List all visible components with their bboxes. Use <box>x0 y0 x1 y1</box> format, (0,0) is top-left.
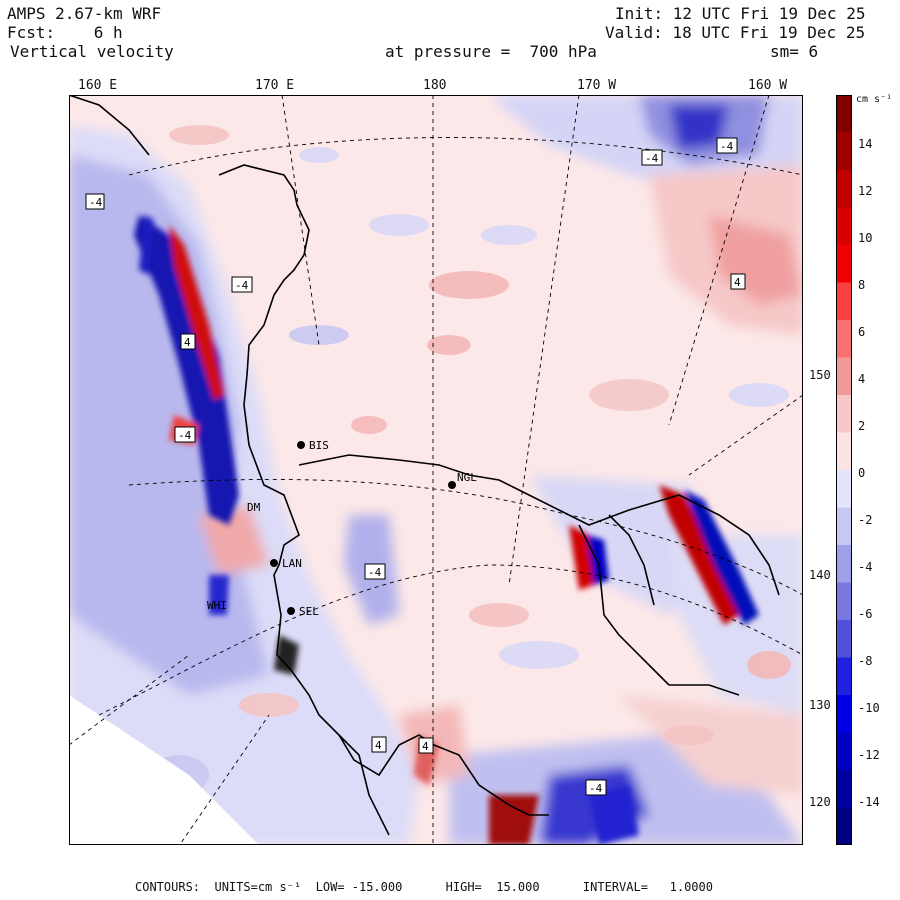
valid-time: Valid: 18 UTC Fri 19 Dec 25 <box>605 23 866 42</box>
contour-label: -4 <box>235 279 249 292</box>
colorbar-swatch <box>836 95 852 133</box>
colorbar-swatch <box>836 770 852 808</box>
field-name: Vertical velocity <box>10 42 174 61</box>
no-data-area <box>69 695 259 845</box>
colorbar-swatch <box>836 170 852 208</box>
colorbar-tick-label: -14 <box>858 795 880 809</box>
colorbar-swatch <box>836 732 852 771</box>
colorbar-swatch <box>836 132 852 171</box>
colorbar-tick-label: -6 <box>858 607 873 621</box>
contour-label: -4 <box>589 782 603 795</box>
colorbar-tick-label: 10 <box>858 231 873 245</box>
station-dot <box>297 441 305 449</box>
lon-label: 170 E <box>255 78 295 93</box>
colorbar-swatch <box>836 245 852 283</box>
colorbar-tick-label: 8 <box>858 278 866 292</box>
lon-label: 160 W <box>748 78 788 93</box>
colorbar <box>836 95 852 845</box>
colorbar-tick-label: -10 <box>858 701 880 715</box>
station-dot <box>448 481 456 489</box>
graticule <box>69 95 803 845</box>
colorbar-swatch <box>836 395 852 433</box>
colorbar-tick-label: 12 <box>858 184 873 198</box>
smoothing: sm= 6 <box>770 42 819 61</box>
colorbar-swatch <box>836 657 852 696</box>
contour-label: 4 <box>422 740 429 753</box>
colorbar-swatch <box>836 432 852 471</box>
colorbar-tick-label: 4 <box>858 372 866 386</box>
colorbar-swatch <box>836 470 852 508</box>
colorbar-tick-label: 6 <box>858 325 866 339</box>
field-shading <box>69 95 803 845</box>
colorbar-tick-label: 14 <box>858 137 873 151</box>
colorbar-tick-label: -8 <box>858 654 873 668</box>
contour-labels: -4 -4 -4 -4 4 -4 4 4 4 -4 -4 <box>85 137 746 796</box>
colorbar-swatch <box>836 695 852 733</box>
contour-label: 4 <box>184 336 191 349</box>
map-frame <box>69 95 803 845</box>
station-dot <box>287 607 295 615</box>
colorbar-tick-label: -2 <box>858 513 873 527</box>
colorbar-swatch <box>836 807 852 845</box>
lon-label: 160 E <box>78 78 118 93</box>
colorbar-swatch <box>836 620 852 658</box>
contour-label: 4 <box>734 276 741 289</box>
colorbar-tick-label: -12 <box>858 748 880 762</box>
colorbar-swatch <box>836 507 852 546</box>
station-label: DM <box>247 501 261 514</box>
station-label: SEL <box>299 605 319 618</box>
contour-label: 4 <box>375 739 382 752</box>
colorbar-tick-label: 0 <box>858 466 866 480</box>
lon-label: 180 <box>423 78 447 93</box>
colorbar-swatch <box>836 320 852 358</box>
contour-label: -4 <box>645 152 659 165</box>
colorbar-swatch <box>836 545 852 583</box>
station-dot <box>270 559 278 567</box>
coastline <box>69 95 780 836</box>
station-label: BIS <box>309 439 329 452</box>
contour-label: -4 <box>720 140 734 153</box>
contour-label: -4 <box>368 566 382 579</box>
colorbar-swatch <box>836 207 852 246</box>
init-time: Init: 12 UTC Fri 19 Dec 25 <box>615 4 866 23</box>
lon-label: 170 W <box>577 78 617 93</box>
colorbar-swatch <box>836 582 852 621</box>
colorbar-tick-label: -4 <box>858 560 873 574</box>
pressure-level: at pressure = 700 hPa <box>385 42 597 61</box>
colorbar-tick-label: 2 <box>858 419 866 433</box>
colorbar-swatch <box>836 282 852 321</box>
contour-info: CONTOURS: UNITS=cm s⁻¹ LOW= -15.000 HIGH… <box>135 880 713 894</box>
forecast-hour: Fcst: 6 h <box>7 23 123 42</box>
station-label: LAN <box>282 557 302 570</box>
contour-label: -4 <box>89 196 103 209</box>
velocity-map: BIS NGL LAN SEL WHI DM -4 -4 -4 -4 4 -4 … <box>69 95 803 845</box>
colorbar-swatch <box>836 357 852 396</box>
station-label: WHI <box>207 599 227 612</box>
colorbar-units: cm s⁻¹ <box>856 94 893 105</box>
station-label: NGL <box>457 471 477 484</box>
stations: BIS NGL LAN SEL WHI DM <box>207 439 477 618</box>
model-title: AMPS 2.67-km WRF <box>7 4 162 23</box>
contour-label: -4 <box>178 429 192 442</box>
